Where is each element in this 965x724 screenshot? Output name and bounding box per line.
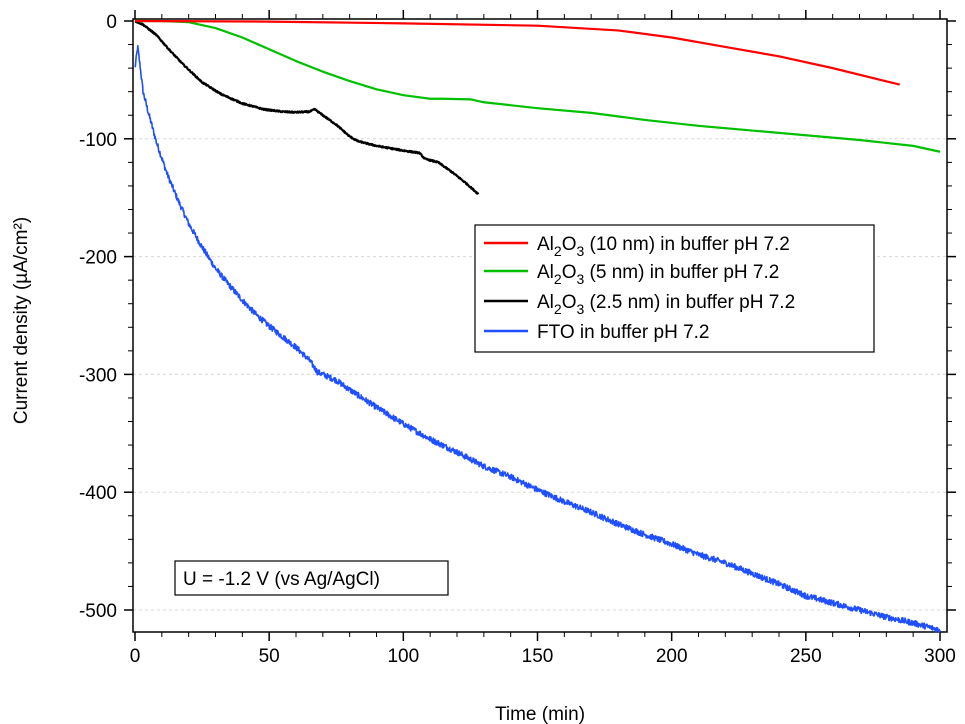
y-tick-label: -100 bbox=[79, 130, 117, 151]
axis-ticks: 0 -100 -200 -300 -400 -500 0 50 100 150 200 250 300 bbox=[79, 10, 956, 667]
legend-entry: FTO in buffer pH 7.2 bbox=[537, 322, 710, 343]
annotation-text: U = -1.2 V (vs Ag/AgCl) bbox=[183, 569, 380, 590]
legend-subscript: 2 bbox=[554, 271, 562, 287]
y-tick-label: -500 bbox=[79, 601, 117, 622]
x-tick-label: 200 bbox=[656, 646, 688, 667]
x-tick-label: 250 bbox=[790, 646, 822, 667]
legend-text-part: FTO in buffer pH 7.2 bbox=[537, 322, 710, 343]
y-tick-label: -300 bbox=[79, 365, 117, 386]
y-tick-label: 0 bbox=[106, 12, 117, 33]
annotation-box bbox=[174, 560, 449, 596]
legend-subscript: 2 bbox=[554, 301, 562, 317]
y-tick-label: -200 bbox=[79, 248, 117, 269]
legend-text-part: Al bbox=[537, 262, 554, 283]
y-axis-title: Current density (µA/cm²) bbox=[11, 217, 32, 424]
legend-text-part: O bbox=[562, 292, 577, 313]
annotation: U = -1.2 V (vs Ag/AgCl) bbox=[174, 560, 449, 596]
series-line bbox=[134, 19, 901, 86]
plot-frame bbox=[132, 18, 948, 633]
y-tick-label: -400 bbox=[79, 483, 117, 504]
legend-subscript: 3 bbox=[576, 243, 584, 259]
legend-entry: Al2O3 (2.5 nm) in buffer pH 7.2 bbox=[537, 292, 795, 317]
legend-text-part: (10 nm) in buffer pH 7.2 bbox=[584, 234, 790, 255]
legend-text-part: Al bbox=[537, 292, 554, 313]
legend-text-part: (2.5 nm) in buffer pH 7.2 bbox=[584, 292, 795, 313]
series-line bbox=[134, 19, 480, 195]
x-tick-label: 0 bbox=[130, 646, 141, 667]
legend-subscript: 3 bbox=[576, 301, 584, 317]
legend-text-part: O bbox=[562, 234, 577, 255]
series-line bbox=[135, 19, 941, 153]
legend-subscript: 2 bbox=[554, 243, 562, 259]
x-tick-label: 150 bbox=[522, 646, 554, 667]
x-tick-label: 100 bbox=[387, 646, 419, 667]
legend-box bbox=[474, 224, 875, 353]
legend-subscript: 3 bbox=[576, 271, 584, 287]
legend-text-part: O bbox=[562, 262, 577, 283]
x-tick-label: 300 bbox=[924, 646, 956, 667]
x-axis-title: Time (min) bbox=[495, 704, 585, 724]
series-line bbox=[134, 44, 941, 633]
legend-entry: Al2O3 (10 nm) in buffer pH 7.2 bbox=[537, 234, 790, 259]
series-lines bbox=[134, 19, 941, 633]
legend-text-part: (5 nm) in buffer pH 7.2 bbox=[584, 262, 779, 283]
legend-entry: Al2O3 (5 nm) in buffer pH 7.2 bbox=[537, 262, 779, 287]
legend-text-part: Al bbox=[537, 234, 554, 255]
x-tick-label: 50 bbox=[259, 646, 280, 667]
